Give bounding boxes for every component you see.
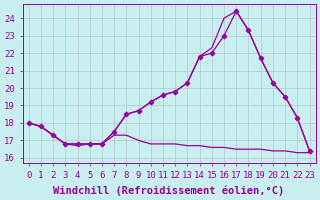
X-axis label: Windchill (Refroidissement éolien,°C): Windchill (Refroidissement éolien,°C) xyxy=(53,185,285,196)
